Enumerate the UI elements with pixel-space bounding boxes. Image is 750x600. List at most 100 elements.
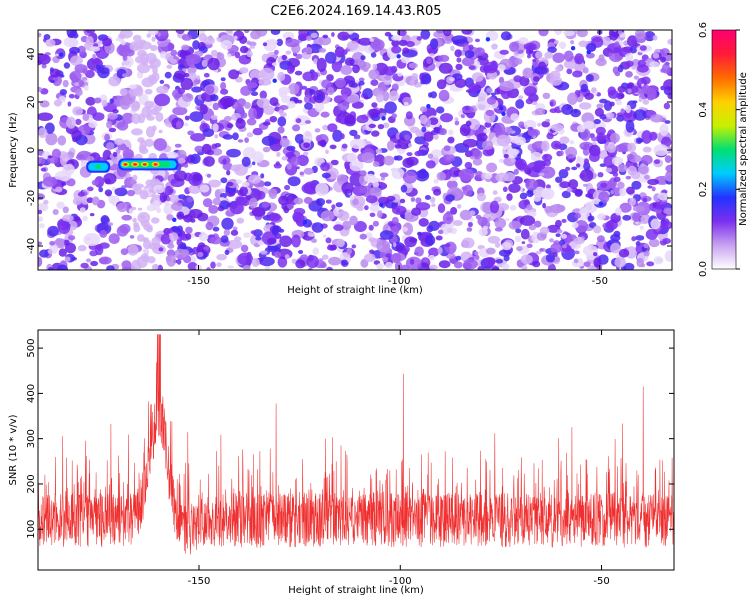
spectrogram-cell bbox=[311, 238, 317, 243]
spectrogram-cell bbox=[541, 140, 550, 152]
spectrogram-cell bbox=[329, 244, 337, 251]
spectrogram-cell bbox=[286, 145, 296, 151]
spectrogram-cell bbox=[120, 40, 126, 46]
spectrogram-cell bbox=[593, 118, 601, 125]
spectrogram-cell bbox=[244, 137, 250, 143]
spectrogram-cell bbox=[119, 30, 133, 39]
spectrogram-cell bbox=[286, 100, 296, 109]
spectrogram-cell bbox=[468, 83, 480, 93]
spectrogram-cell bbox=[79, 207, 86, 213]
spectrogram-cell bbox=[378, 108, 384, 113]
spectrogram-cell bbox=[384, 75, 392, 81]
spectrogram-cell bbox=[92, 112, 105, 121]
spectrogram-cell bbox=[235, 118, 246, 129]
spectrogram-cell bbox=[181, 44, 190, 51]
spectrogram-cell bbox=[216, 254, 227, 261]
spectrogram-cell bbox=[610, 242, 621, 254]
spectrogram-cell bbox=[351, 244, 357, 249]
spectrogram-cell bbox=[454, 120, 460, 126]
spectrogram-cell bbox=[178, 194, 186, 200]
spectrogram-cell bbox=[612, 172, 619, 177]
spectrogram-cell bbox=[47, 267, 54, 270]
spectrogram-cell bbox=[442, 212, 454, 225]
spectrogram-cell bbox=[263, 181, 272, 187]
spectrogram-cell bbox=[506, 193, 513, 201]
spectrogram-cell bbox=[609, 132, 621, 144]
spectrogram-cell bbox=[207, 57, 220, 71]
spectrogram-cell bbox=[316, 57, 327, 72]
spectrogram-cell bbox=[414, 135, 427, 145]
spectrogram-cell bbox=[341, 143, 348, 149]
spectrogram-cell bbox=[368, 69, 380, 80]
spectrogram-cell bbox=[358, 77, 365, 82]
spectrogram-cell bbox=[306, 35, 312, 42]
spectrogram-cell bbox=[555, 233, 561, 238]
spectrogram-cell bbox=[291, 234, 301, 248]
spectrogram-cell bbox=[411, 73, 419, 80]
spectrogram-cell bbox=[212, 197, 221, 206]
spectrogram-cell bbox=[477, 216, 488, 227]
spectrogram-cell bbox=[166, 151, 179, 159]
spectrogram-cell bbox=[288, 83, 300, 95]
spectrogram-cell bbox=[485, 37, 491, 42]
spectrogram-cell bbox=[62, 164, 75, 176]
spectrogram-cell bbox=[306, 43, 312, 49]
spectrogram-cell bbox=[55, 186, 63, 193]
spectrogram-cell bbox=[619, 202, 632, 213]
spectrogram-cell bbox=[192, 173, 203, 182]
spectrogram-cell bbox=[57, 135, 67, 146]
spectrogram-cell bbox=[59, 89, 67, 96]
spectrogram-cell bbox=[227, 53, 232, 58]
spectrogram-cell bbox=[408, 143, 412, 148]
spectrogram-cell bbox=[52, 75, 62, 87]
spectrogram-cell bbox=[606, 143, 616, 153]
spectrogram-cell bbox=[430, 38, 439, 50]
spectrogram-cell bbox=[51, 148, 62, 159]
spectrogram-cell bbox=[164, 185, 173, 196]
spectrogram-cell bbox=[155, 112, 164, 122]
spectrogram-cell bbox=[149, 58, 157, 63]
spectrogram-cell bbox=[149, 44, 158, 52]
spectrogram-cell bbox=[95, 64, 101, 70]
spectrogram-cell bbox=[39, 223, 45, 229]
spectrogram-cell bbox=[583, 261, 591, 268]
spectrogram-cell bbox=[422, 258, 429, 263]
spectrogram-cell bbox=[563, 59, 579, 70]
spectrogram-cell bbox=[250, 91, 259, 96]
spectrogram-cell bbox=[248, 107, 258, 120]
spectrogram-cell bbox=[352, 101, 364, 109]
spectrogram-cell bbox=[611, 156, 624, 166]
spectrogram-cell bbox=[158, 247, 164, 252]
spectrogram-cell bbox=[505, 148, 518, 159]
spectrogram-cell bbox=[235, 179, 243, 184]
spectrogram-cell bbox=[429, 53, 435, 57]
spectrogram-cell bbox=[321, 172, 331, 179]
spectrogram-cell bbox=[553, 40, 559, 45]
spectrogram-cell bbox=[266, 39, 278, 45]
spectrogram-cell bbox=[498, 158, 504, 164]
spectrogram-cell bbox=[436, 79, 447, 90]
spectrogram-cell bbox=[119, 223, 131, 234]
spectrogram-cell bbox=[598, 191, 610, 204]
spectrogram-cell bbox=[414, 246, 424, 257]
spectrogram-cell bbox=[252, 161, 256, 166]
spectrogram-cell bbox=[625, 60, 634, 67]
spectrogram-cell bbox=[541, 153, 553, 162]
spectrogram-cell bbox=[306, 255, 319, 269]
spectrogram-cell bbox=[154, 93, 171, 107]
spectrogram-cell bbox=[381, 116, 386, 121]
spectrogram-cell bbox=[67, 101, 72, 107]
spectrogram-cell bbox=[198, 232, 209, 242]
spectrogram-cell bbox=[246, 118, 257, 126]
spectrogram-cell bbox=[202, 198, 213, 208]
spectrogram-cell bbox=[586, 42, 597, 52]
spectrogram-cell bbox=[183, 122, 189, 127]
spectrogram-cell bbox=[444, 243, 451, 248]
spectrogram-cell bbox=[335, 116, 343, 123]
snr-y-tick-label: 500 bbox=[26, 339, 37, 358]
spectrogram-cell bbox=[385, 253, 393, 258]
spectrogram-cell bbox=[44, 122, 55, 134]
spectrogram-cell bbox=[66, 30, 77, 38]
spectrogram-cell bbox=[614, 41, 620, 47]
spectrogram-cell bbox=[240, 112, 248, 119]
